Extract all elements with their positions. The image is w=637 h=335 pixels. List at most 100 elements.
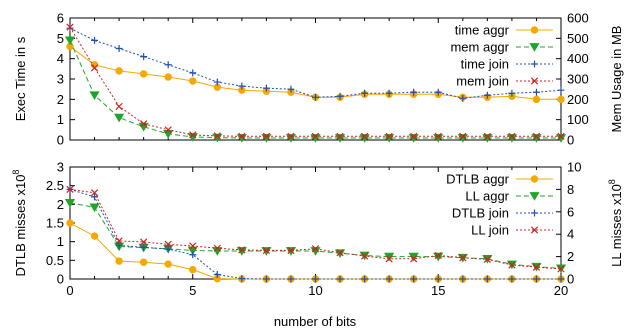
top-point-time-join bbox=[262, 84, 270, 92]
top-y-tick-label: 0 bbox=[57, 133, 64, 148]
top-point-time-join bbox=[385, 89, 393, 97]
top-point-mem-join bbox=[336, 132, 344, 140]
top-point-mem-join bbox=[385, 132, 393, 140]
top-point-time-aggr bbox=[115, 67, 123, 75]
top-point-time-aggr bbox=[189, 77, 197, 85]
bottom-point-ll-join bbox=[189, 242, 197, 250]
bottom-point-dtlb-join bbox=[189, 251, 197, 259]
bottom-y-tick-label: 1 bbox=[57, 234, 64, 249]
top-legend-swatch-marker bbox=[530, 77, 539, 85]
bottom-y2-tick-label: 10 bbox=[567, 160, 581, 175]
top-y-tick-label: 1 bbox=[57, 112, 64, 127]
top-point-time-join bbox=[164, 61, 172, 69]
bottom-point-ll-join bbox=[385, 255, 393, 263]
top-legend-swatch-marker bbox=[530, 26, 539, 34]
bottom-legend-label: LL join bbox=[471, 223, 509, 238]
bottom-point-dtlb-join bbox=[508, 275, 516, 283]
bottom-point-dtlb-join bbox=[115, 241, 123, 249]
top-point-time-join bbox=[483, 91, 491, 99]
bottom-point-dtlb-aggr bbox=[66, 219, 74, 227]
top-y2-tick-label: 300 bbox=[567, 72, 589, 87]
top-point-time-join bbox=[361, 89, 369, 97]
bottom-point-ll-join bbox=[115, 237, 123, 245]
bottom-point-dtlb-aggr bbox=[115, 257, 123, 265]
bottom-y2-tick-label: 0 bbox=[567, 272, 574, 287]
bottom-y-tick-label: 2 bbox=[57, 197, 64, 212]
top-point-mem-join bbox=[410, 132, 418, 140]
top-point-time-join bbox=[238, 82, 246, 90]
bottom-point-ll-join bbox=[557, 265, 565, 273]
top-y2-axis-label: Mem Usage in MB bbox=[609, 26, 624, 133]
bottom-point-ll-aggr bbox=[89, 203, 100, 213]
top-point-time-aggr bbox=[164, 73, 172, 81]
bottom-point-dtlb-join bbox=[312, 275, 319, 283]
top-y2-tick-label: 400 bbox=[567, 51, 589, 66]
bottom-legend: DTLB aggr LL aggr DTLB join LL join bbox=[446, 172, 553, 238]
bottom-point-dtlb-join bbox=[434, 275, 442, 283]
x-tick-label: 10 bbox=[308, 283, 322, 298]
top-point-mem-join bbox=[189, 131, 197, 139]
x-tick-label: 15 bbox=[431, 283, 445, 298]
bottom-y-tick-label: 3 bbox=[57, 160, 64, 175]
bottom-legend-swatch-marker bbox=[531, 209, 538, 217]
top-point-mem-join bbox=[90, 64, 99, 72]
top-y-tick-label: 5 bbox=[57, 31, 64, 46]
bottom-point-ll-join bbox=[459, 254, 467, 262]
bottom-point-dtlb-join bbox=[385, 275, 393, 283]
bottom-point-ll-join bbox=[238, 246, 246, 254]
bottom-series-ll-join bbox=[66, 185, 565, 273]
bottom-point-dtlb-join bbox=[213, 271, 221, 279]
bottom-point-ll-join bbox=[164, 240, 172, 248]
top-point-mem-join bbox=[532, 132, 541, 140]
bottom-point-dtlb-aggr bbox=[164, 260, 172, 268]
top-point-mem-join bbox=[459, 132, 467, 140]
top-point-time-join bbox=[66, 24, 74, 32]
bottom-point-ll-join bbox=[336, 249, 344, 257]
top-point-mem-join bbox=[140, 120, 148, 128]
bottom-y-axis-label: DTLB misses x108 bbox=[11, 170, 28, 277]
bottom-point-ll-join bbox=[90, 189, 99, 197]
bottom-point-dtlb-join bbox=[262, 275, 270, 283]
top-point-mem-join bbox=[508, 132, 516, 140]
top-point-time-aggr bbox=[532, 95, 541, 104]
top-point-time-join bbox=[91, 36, 99, 44]
top-point-mem-join bbox=[164, 126, 172, 134]
top-point-time-join bbox=[557, 86, 565, 94]
top-y-tick-label: 2 bbox=[57, 92, 64, 107]
top-legend-label: time join bbox=[461, 57, 509, 72]
top-point-mem-join bbox=[262, 132, 271, 140]
top-legend-label: mem aggr bbox=[450, 40, 509, 55]
top-point-mem-join bbox=[311, 132, 320, 140]
bottom-series-dtlb-join bbox=[66, 185, 565, 283]
top-point-time-join bbox=[115, 45, 123, 52]
top-point-time-join bbox=[140, 53, 148, 61]
top-y2-tick-label: 200 bbox=[567, 92, 589, 107]
bottom-legend-label: DTLB join bbox=[452, 206, 509, 221]
bottom-point-ll-join bbox=[140, 238, 148, 246]
top-point-time-aggr bbox=[557, 95, 565, 104]
top-point-mem-join bbox=[238, 132, 246, 140]
bottom-y2-axis-label: LL misses x108 bbox=[607, 179, 624, 267]
bottom-point-dtlb-join bbox=[557, 275, 565, 283]
top-legend-swatch-marker bbox=[529, 43, 540, 52]
top-point-mem-aggr bbox=[89, 91, 100, 101]
top-point-time-join bbox=[287, 85, 295, 93]
top-point-time-join bbox=[434, 88, 442, 96]
bottom-point-ll-join bbox=[262, 246, 271, 255]
bottom-y-tick-label: 2.5 bbox=[46, 178, 64, 193]
bottom-point-ll-join bbox=[532, 263, 541, 271]
top-legend: time aggr mem aggr time join mem join bbox=[450, 23, 553, 89]
top-point-time-join bbox=[213, 78, 221, 86]
x-tick-label: 0 bbox=[66, 283, 73, 298]
bottom-point-dtlb-join bbox=[164, 245, 172, 253]
top-point-mem-join bbox=[213, 132, 221, 140]
bottom-point-dtlb-join bbox=[483, 275, 491, 283]
bottom-point-dtlb-aggr bbox=[139, 258, 148, 266]
top-y-tick-label: 3 bbox=[57, 72, 64, 87]
bottom-point-ll-join bbox=[508, 261, 516, 269]
bottom-point-dtlb-join bbox=[532, 275, 540, 283]
top-point-mem-join bbox=[360, 132, 369, 140]
bottom-point-dtlb-join bbox=[140, 243, 148, 251]
bottom-y2-tick-label: 4 bbox=[567, 227, 574, 242]
